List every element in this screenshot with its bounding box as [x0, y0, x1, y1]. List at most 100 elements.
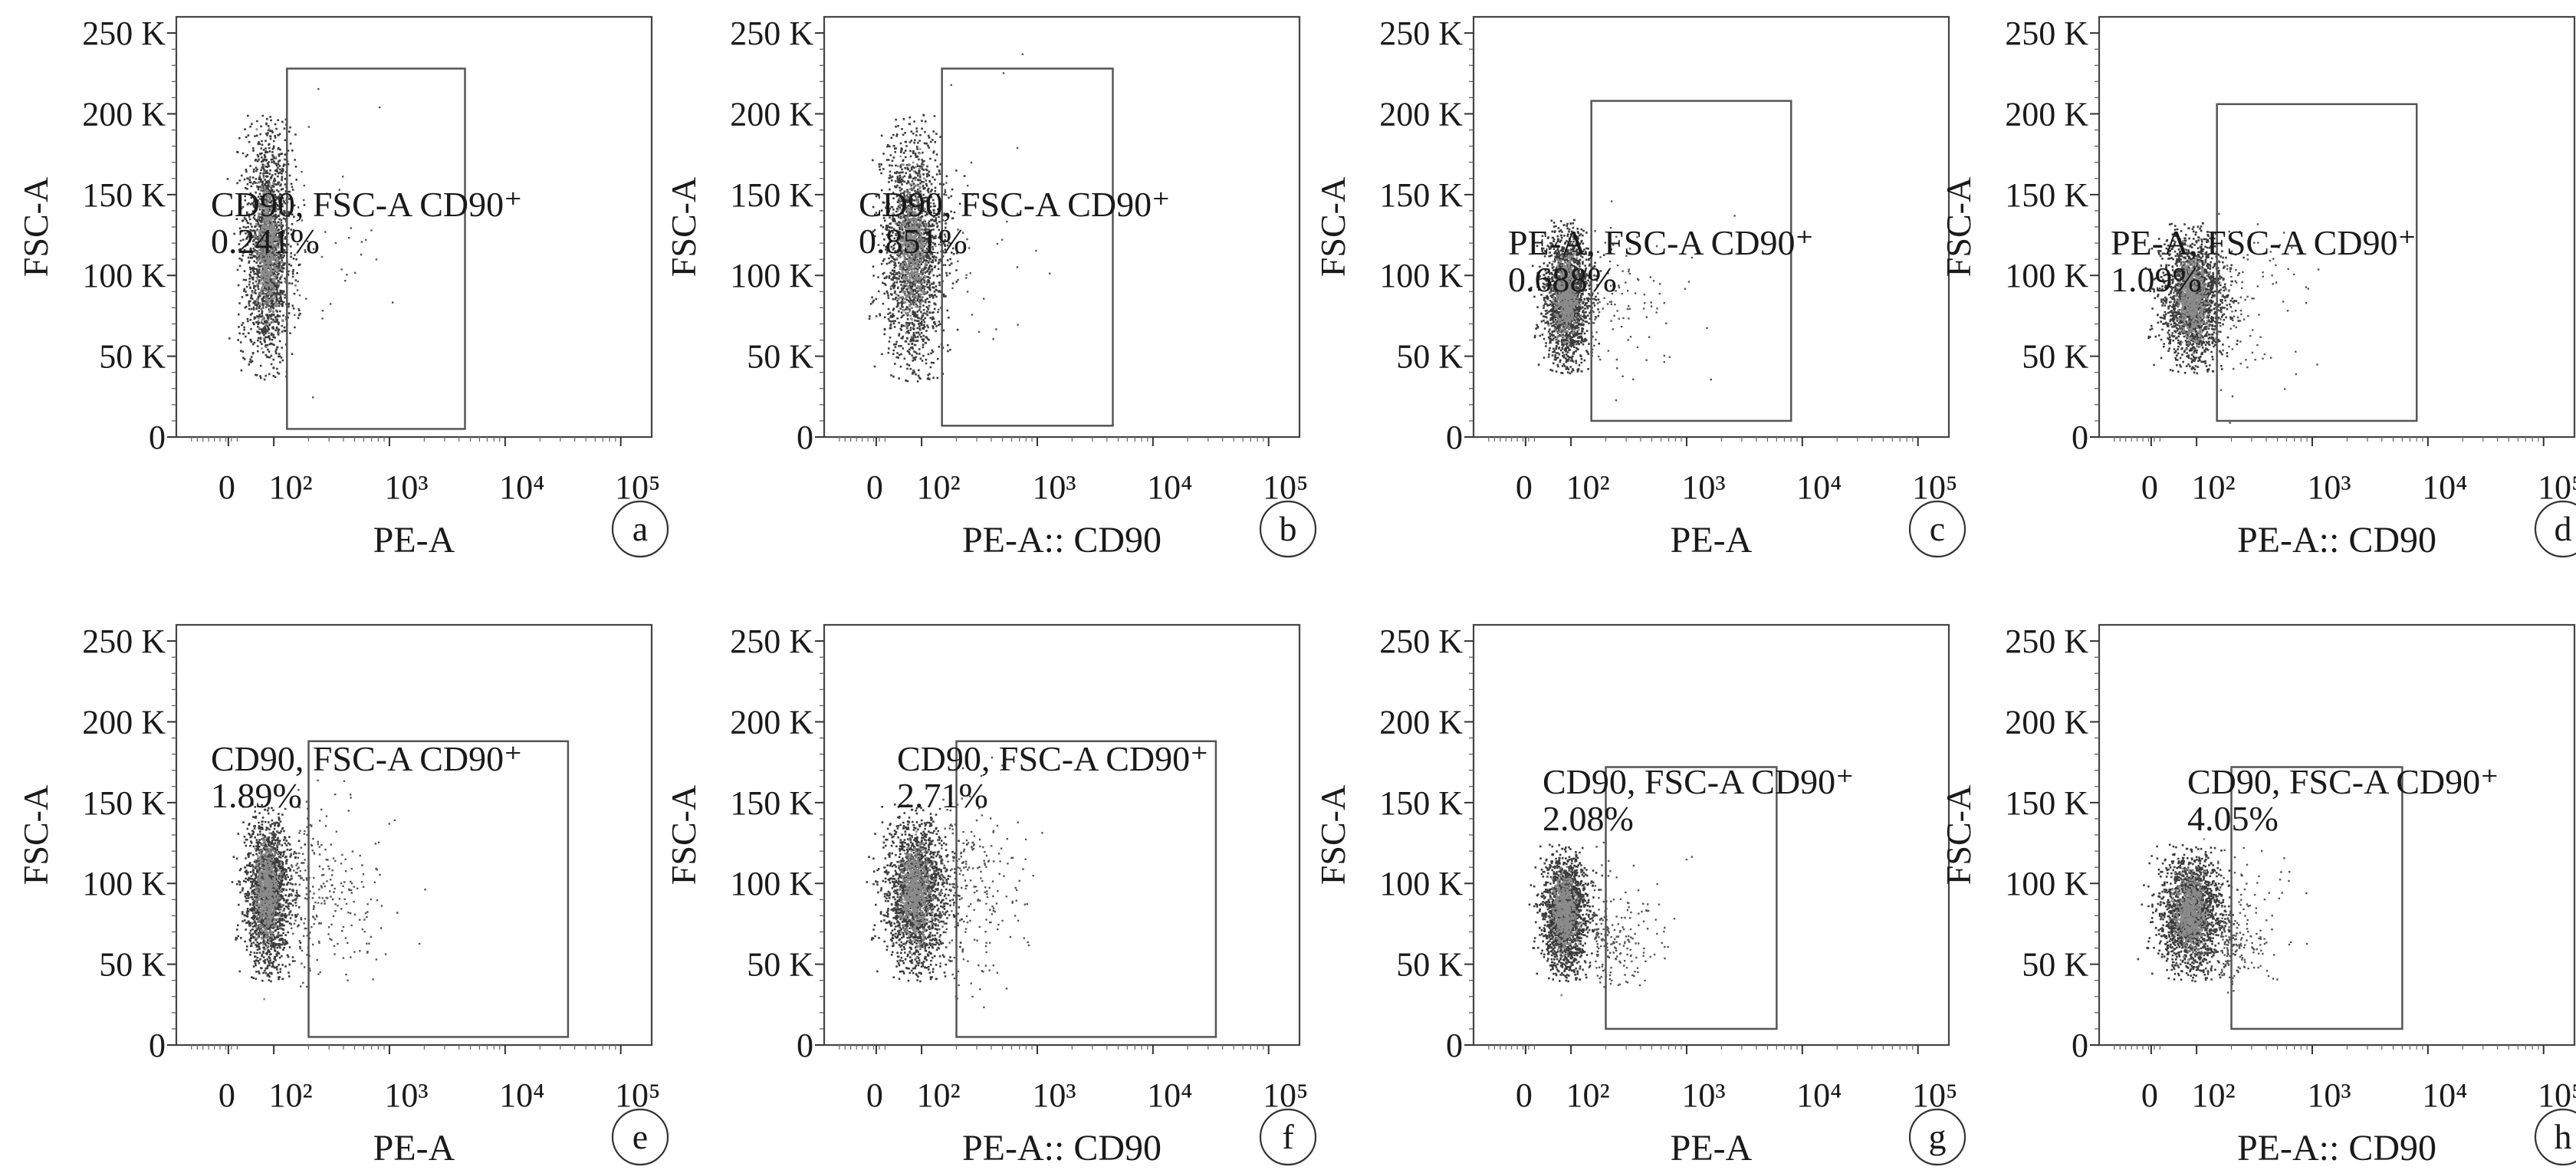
x-tick-label: 10⁵	[1263, 1076, 1308, 1114]
y-tick-label: 0	[2072, 419, 2088, 456]
gate-name-label: PE-A, FSC-A CD90⁺	[1508, 223, 1814, 262]
y-tick-label: 50 K	[747, 338, 813, 376]
population-core	[1549, 866, 1582, 997]
plot-frame	[1472, 15, 1950, 439]
x-axis-label: PE-A	[1671, 520, 1753, 560]
y-axis-label: FSC-A	[16, 177, 55, 277]
x-tick-label: 10⁴	[2422, 1076, 2467, 1114]
y-axis-label: FSC-A	[664, 177, 703, 277]
x-tick-label: 10³	[384, 1076, 428, 1114]
y-tick-label: 150 K	[1379, 784, 1463, 822]
y-tick-label: 50 K	[2022, 338, 2088, 376]
y-tick-label: 100 K	[82, 257, 166, 294]
x-tick-label: 0	[1516, 468, 1533, 506]
x-tick-label: 10⁴	[1147, 468, 1192, 506]
x-axis-label: PE-A:: CD90	[962, 1128, 1162, 1168]
x-tick-label: 10⁵	[615, 1076, 660, 1114]
y-tick-label: 150 K	[82, 784, 166, 822]
y-tick-label: 250 K	[2005, 15, 2088, 52]
x-tick-label: 10⁴	[1796, 1076, 1842, 1114]
x-tick-label: 0	[866, 1076, 883, 1114]
panel-b: 0 50 K 100 K 150 K 200 K 250 K 0 10² 10³ 10⁴ 10⁵ FS…	[664, 15, 1317, 560]
gate-rectangle	[307, 740, 570, 1038]
panel-letter-circle	[1908, 500, 1967, 558]
y-tick-label: 200 K	[2005, 95, 2088, 133]
y-tick-label: 100 K	[730, 257, 813, 294]
panel-letter-circle	[2534, 500, 2576, 558]
positive-events	[290, 779, 426, 988]
x-axis-label: PE-A:: CD90	[962, 520, 1162, 560]
panel-e: 0 50 K 100 K 150 K 200 K 250 K 0 10² 10³ 10⁴ 10⁵ FS…	[16, 623, 669, 1168]
x-axis-label: PE-A	[373, 520, 455, 560]
y-tick-label: 100 K	[1379, 865, 1463, 902]
y-tick-label: 200 K	[1379, 95, 1463, 133]
y-tick-label: 0	[797, 419, 813, 456]
gate-name-label: CD90, FSC-A CD90⁺	[897, 739, 1208, 778]
x-tick-label: 10²	[268, 468, 312, 506]
panel-c: 0 50 K 100 K 150 K 200 K 250 K 0 10² 10³ 10⁴ 10⁵ FS…	[1313, 15, 1967, 560]
population-core	[889, 148, 937, 338]
x-tick-label: 10²	[2191, 468, 2235, 506]
panel-letter-circle	[1259, 1108, 1317, 1166]
y-tick-label: 0	[149, 419, 166, 456]
y-tick-label: 50 K	[1396, 338, 1463, 376]
gate-percent-label: 0.241%	[211, 222, 320, 261]
y-tick-label: 100 K	[1379, 257, 1463, 294]
gate-name-label: CD90, FSC-A CD90⁺	[859, 185, 1170, 224]
x-tick-label: 0	[1516, 1076, 1533, 1114]
gate-percent-label: 2.08%	[1543, 799, 1634, 838]
y-tick-label: 200 K	[1379, 703, 1463, 741]
population-core	[2172, 240, 2211, 355]
y-tick-label: 250 K	[730, 623, 813, 660]
gate-rectangle	[2216, 103, 2418, 422]
panel-d: 0 50 K 100 K 150 K 200 K 250 K 0 10² 10³ 10⁴ 10⁵ FS…	[1939, 15, 2576, 560]
y-tick-label: 150 K	[82, 176, 166, 214]
y-tick-label: 200 K	[2005, 703, 2088, 741]
x-tick-label: 10²	[916, 1076, 960, 1114]
x-axis-label: PE-A:: CD90	[2237, 1128, 2436, 1168]
x-tick-label: 10²	[1566, 468, 1609, 506]
x-tick-label: 10³	[2307, 1076, 2351, 1114]
y-tick-label: 250 K	[2005, 623, 2088, 660]
y-tick-label: 50 K	[747, 946, 813, 984]
gate-rectangle	[955, 740, 1217, 1038]
panel-letter-circle	[2534, 1108, 2576, 1166]
panel-letter: c	[1930, 509, 1945, 548]
y-tick-label: 100 K	[2005, 865, 2088, 902]
y-tick-label: 50 K	[1396, 946, 1463, 984]
x-tick-label: 10²	[916, 468, 960, 506]
gate-percent-label: 0.851%	[859, 222, 968, 261]
x-tick-label: 10⁴	[499, 468, 544, 506]
gate-name-label: PE-A, FSC-A CD90⁺	[2111, 223, 2417, 262]
population-core	[895, 830, 935, 959]
y-tick-label: 0	[797, 1027, 813, 1064]
y-tick-label: 200 K	[82, 703, 166, 741]
panel-letter: b	[1280, 509, 1297, 548]
plot-frame	[823, 15, 1301, 439]
x-tick-label: 10⁵	[1912, 468, 1957, 506]
y-tick-label: 100 K	[82, 865, 166, 902]
gate-rectangle	[941, 67, 1114, 427]
x-tick-label: 10⁵	[615, 468, 660, 506]
panel-h: 0 50 K 100 K 150 K 200 K 250 K 0 10² 10³ 10⁴ 10⁵ FS…	[1939, 623, 2576, 1168]
gate-rectangle	[2230, 766, 2404, 1030]
panel-letter-circle	[611, 1108, 669, 1166]
x-tick-label: 10³	[1681, 468, 1725, 506]
y-axis-label: FSC-A	[16, 785, 55, 885]
y-tick-label: 50 K	[99, 338, 166, 376]
gate-rectangle	[1590, 100, 1792, 422]
population-core	[2167, 838, 2212, 961]
panel-letter: f	[1282, 1117, 1294, 1156]
gate-percent-label: 0.688%	[1508, 260, 1617, 299]
y-tick-label: 250 K	[1379, 623, 1463, 660]
gate-percent-label: 2.71%	[897, 776, 988, 815]
plot-frame	[2098, 623, 2576, 1047]
panel-letter-circle	[1908, 1108, 1967, 1166]
panel-f: 0 50 K 100 K 150 K 200 K 250 K 0 10² 10³ 10⁴ 10⁵ FS…	[664, 623, 1317, 1168]
x-tick-label: 10²	[268, 1076, 312, 1114]
x-tick-label: 0	[2141, 468, 2158, 506]
y-axis-label: FSC-A	[1939, 785, 1978, 885]
panel-letter-circle	[611, 500, 669, 558]
panel-letter: a	[632, 509, 648, 548]
y-tick-label: 200 K	[82, 95, 166, 133]
